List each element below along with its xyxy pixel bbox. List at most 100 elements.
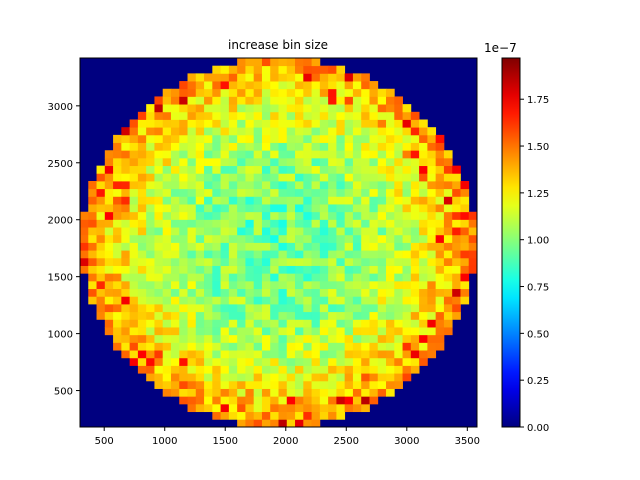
heatmap-cell: [336, 380, 346, 389]
heatmap-cell: [195, 234, 205, 243]
heatmap-cell: [228, 81, 238, 90]
heatmap-cell: [295, 111, 304, 120]
heatmap-cell: [179, 234, 188, 243]
heatmap-cell: [162, 327, 172, 336]
heatmap-cell: [369, 181, 379, 190]
heatmap-cell: [402, 234, 412, 243]
heatmap-cell: [419, 273, 428, 282]
heatmap-cell: [361, 104, 370, 113]
heatmap-cell: [311, 96, 321, 105]
heatmap-cell: [295, 265, 304, 274]
heatmap-cell: [179, 257, 188, 266]
heatmap-cell: [352, 250, 362, 259]
heatmap-cell: [336, 134, 346, 143]
heatmap-cell: [137, 242, 147, 251]
heatmap-cell: [443, 319, 453, 328]
heatmap-cell: [113, 280, 122, 290]
heatmap-cell: [270, 288, 279, 297]
heatmap-cell: [245, 127, 255, 136]
heatmap-cell: [394, 165, 403, 174]
heatmap-cell: [361, 350, 370, 359]
heatmap-cell: [80, 265, 89, 274]
heatmap-cell: [228, 127, 238, 136]
heatmap-cell: [187, 365, 197, 374]
heatmap-cell: [104, 227, 114, 236]
heatmap-cell: [137, 311, 147, 320]
heatmap-cell: [394, 380, 403, 389]
heatmap-cell: [286, 234, 296, 243]
heatmap-cell: [286, 150, 296, 159]
heatmap-cell: [261, 388, 271, 397]
heatmap-cell: [319, 181, 329, 190]
heatmap-cell: [162, 204, 172, 213]
heatmap-cell: [311, 403, 321, 413]
heatmap-cell: [303, 142, 312, 151]
heatmap-cell: [187, 288, 197, 297]
heatmap-cell: [377, 250, 387, 259]
heatmap-cell: [204, 104, 213, 113]
heatmap-cell: [328, 250, 337, 259]
heatmap-cell: [154, 234, 164, 243]
heatmap-cell: [319, 173, 329, 182]
heatmap-cell: [377, 311, 387, 320]
heatmap-cell: [369, 242, 379, 251]
heatmap-cell: [377, 188, 387, 197]
heatmap-cell: [369, 380, 379, 389]
heatmap-cell: [286, 142, 296, 151]
heatmap-cell: [336, 311, 346, 320]
heatmap-cell: [204, 327, 213, 336]
heatmap-cell: [319, 288, 329, 297]
heatmap-cell: [295, 396, 304, 405]
heatmap-cell: [319, 111, 329, 120]
heatmap-cell: [386, 96, 395, 105]
heatmap-cell: [410, 265, 420, 274]
heatmap-cell: [146, 357, 155, 366]
heatmap-cell: [352, 388, 362, 397]
heatmap-cell: [129, 181, 139, 190]
heatmap-cell: [386, 157, 395, 167]
heatmap-cell: [270, 396, 279, 405]
heatmap-cell: [295, 58, 304, 67]
heatmap-cell: [228, 157, 238, 167]
heatmap-cell: [278, 403, 288, 413]
heatmap-cell: [220, 334, 230, 343]
heatmap-cell: [369, 365, 379, 374]
x-tick-label: 1000: [152, 436, 177, 447]
heatmap-cell: [195, 388, 205, 397]
heatmap-cell: [369, 157, 379, 167]
heatmap-cell: [170, 288, 180, 297]
colorbar-tick-label: 0.00: [527, 423, 549, 434]
heatmap-cell: [443, 273, 453, 282]
y-tick-label: 1500: [48, 273, 73, 284]
heatmap-cell: [419, 334, 428, 343]
heatmap-cell: [278, 73, 288, 82]
heatmap-cell: [336, 365, 346, 374]
heatmap-cell: [394, 373, 403, 382]
heatmap-cell: [237, 96, 246, 105]
heatmap-cell: [212, 88, 221, 97]
heatmap-cell: [278, 357, 288, 366]
heatmap-cell: [344, 257, 354, 266]
heatmap-cell: [319, 265, 329, 274]
heatmap-cell: [220, 81, 230, 90]
colorbar: 0.000.250.500.751.001.251.501.75: [501, 57, 549, 434]
heatmap-cell: [220, 204, 230, 213]
heatmap-cell: [386, 296, 395, 305]
heatmap-cell: [295, 273, 304, 282]
heatmap-cell: [204, 350, 213, 359]
heatmap-cell: [179, 134, 188, 143]
heatmap-cell: [80, 227, 89, 236]
heatmap-cell: [328, 119, 337, 128]
heatmap-cell: [295, 350, 304, 359]
heatmap-cell: [154, 242, 164, 251]
heatmap-cell: [195, 211, 205, 220]
heatmap-cell: [129, 119, 139, 128]
heatmap-cell: [303, 81, 312, 90]
heatmap-cell: [146, 373, 155, 382]
heatmap-cell: [402, 104, 412, 113]
heatmap-cell: [336, 104, 346, 113]
heatmap-cell: [394, 288, 403, 297]
heatmap-cell: [443, 173, 453, 182]
heatmap-cell: [253, 265, 263, 274]
heatmap-cell: [427, 173, 437, 182]
